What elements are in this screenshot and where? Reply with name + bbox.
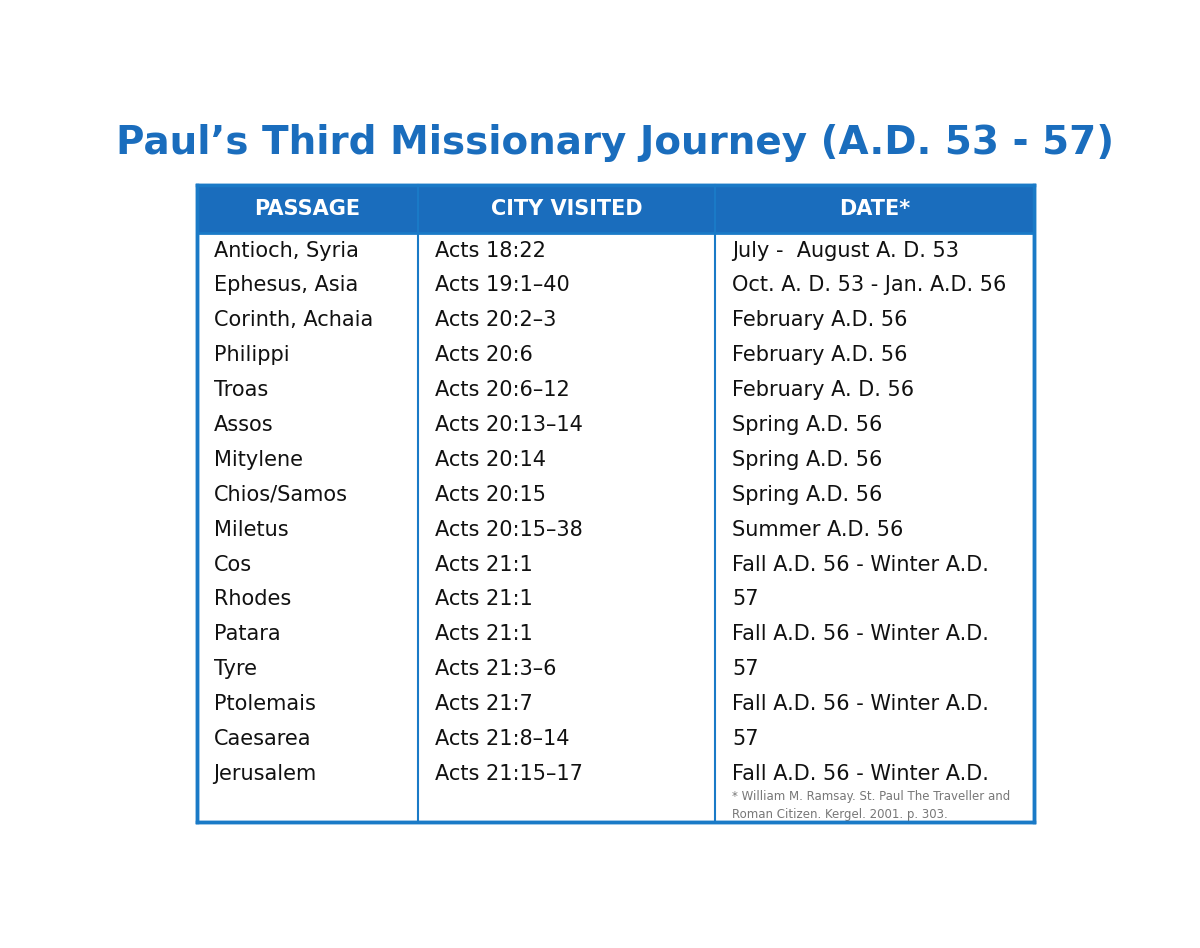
Text: February A.D. 56: February A.D. 56	[732, 310, 908, 330]
Text: Acts 20:15: Acts 20:15	[436, 484, 546, 504]
Text: Jerusalem: Jerusalem	[214, 764, 317, 784]
Text: Acts 20:2–3: Acts 20:2–3	[436, 310, 557, 330]
Text: Acts 21:1: Acts 21:1	[436, 590, 533, 610]
Text: Acts 21:15–17: Acts 21:15–17	[436, 764, 583, 784]
Text: Fall A.D. 56 - Winter A.D.: Fall A.D. 56 - Winter A.D.	[732, 694, 989, 714]
Text: Mitylene: Mitylene	[214, 450, 302, 470]
Text: Fall A.D. 56 - Winter A.D.: Fall A.D. 56 - Winter A.D.	[732, 625, 989, 645]
Text: Corinth, Achaia: Corinth, Achaia	[214, 310, 373, 330]
Text: Chios/Samos: Chios/Samos	[214, 484, 348, 504]
Text: Acts 20:15–38: Acts 20:15–38	[436, 520, 583, 539]
Text: Acts 20:6: Acts 20:6	[436, 345, 533, 365]
Text: Cos: Cos	[214, 555, 252, 574]
Text: Antioch, Syria: Antioch, Syria	[214, 241, 359, 261]
Text: Acts 21:1: Acts 21:1	[436, 625, 533, 645]
Text: Spring A.D. 56: Spring A.D. 56	[732, 415, 883, 435]
Text: Acts 20:6–12: Acts 20:6–12	[436, 380, 570, 400]
Text: PASSAGE: PASSAGE	[254, 199, 360, 219]
Text: 57: 57	[732, 659, 758, 680]
Text: Caesarea: Caesarea	[214, 729, 311, 749]
Text: 57: 57	[732, 729, 758, 749]
Text: 57: 57	[732, 590, 758, 610]
Text: Rhodes: Rhodes	[214, 590, 290, 610]
Text: Acts 20:14: Acts 20:14	[436, 450, 546, 470]
Bar	[197, 186, 1033, 233]
Bar	[197, 186, 1033, 822]
Text: DATE*: DATE*	[839, 199, 910, 219]
Text: Acts 21:7: Acts 21:7	[436, 694, 533, 714]
Text: Patara: Patara	[214, 625, 280, 645]
Text: Acts 18:22: Acts 18:22	[436, 241, 546, 261]
Text: Spring A.D. 56: Spring A.D. 56	[732, 450, 883, 470]
Text: Acts 20:13–14: Acts 20:13–14	[436, 415, 583, 435]
Text: Ptolemais: Ptolemais	[214, 694, 316, 714]
Text: Fall A.D. 56 - Winter A.D.: Fall A.D. 56 - Winter A.D.	[732, 764, 989, 784]
Text: Miletus: Miletus	[214, 520, 288, 539]
Text: Troas: Troas	[214, 380, 268, 400]
Text: CITY VISITED: CITY VISITED	[491, 199, 643, 219]
Text: Tyre: Tyre	[214, 659, 257, 680]
Text: Fall A.D. 56 - Winter A.D.: Fall A.D. 56 - Winter A.D.	[732, 555, 989, 574]
Text: Oct. A. D. 53 - Jan. A.D. 56: Oct. A. D. 53 - Jan. A.D. 56	[732, 276, 1007, 296]
Text: July -  August A. D. 53: July - August A. D. 53	[732, 241, 960, 261]
Text: Acts 21:8–14: Acts 21:8–14	[436, 729, 570, 749]
Text: Acts 21:3–6: Acts 21:3–6	[436, 659, 557, 680]
Text: Philippi: Philippi	[214, 345, 289, 365]
Text: February A.D. 56: February A.D. 56	[732, 345, 908, 365]
Text: * William M. Ramsay. St. Paul The Traveller and
Roman Citizen. Kergel. 2001. p. : * William M. Ramsay. St. Paul The Travel…	[732, 790, 1010, 821]
Text: February A. D. 56: February A. D. 56	[732, 380, 914, 400]
Text: Acts 21:1: Acts 21:1	[436, 555, 533, 574]
Text: Paul’s Third Missionary Journey (A.D. 53 - 57): Paul’s Third Missionary Journey (A.D. 53…	[116, 124, 1114, 162]
Text: Ephesus, Asia: Ephesus, Asia	[214, 276, 358, 296]
Text: Spring A.D. 56: Spring A.D. 56	[732, 484, 883, 504]
Text: Summer A.D. 56: Summer A.D. 56	[732, 520, 904, 539]
Text: Acts 19:1–40: Acts 19:1–40	[436, 276, 570, 296]
Text: Assos: Assos	[214, 415, 274, 435]
